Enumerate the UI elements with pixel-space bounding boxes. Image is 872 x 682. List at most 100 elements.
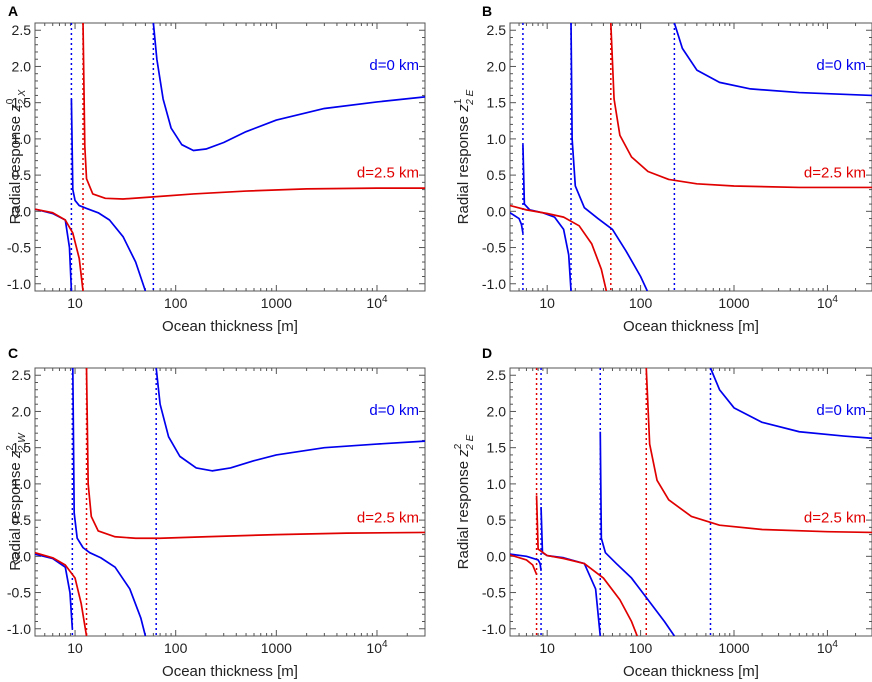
panel-label: B (482, 3, 492, 19)
x-tick-label: 104 (366, 639, 388, 656)
x-tick-label-base: 10 (67, 640, 83, 656)
x-tick-label-base: 10 (539, 640, 555, 656)
x-tick-label: 100 (164, 640, 188, 656)
y-tick-label: 0.5 (12, 167, 32, 183)
y-axis-title: Radial response z22 W (5, 432, 28, 571)
x-tick-label: 1000 (261, 295, 292, 311)
y-tick-label: -1.0 (482, 276, 506, 292)
y-axis-title-sup: 2 (453, 443, 464, 449)
series-line (70, 99, 147, 291)
y-axis-title-sup: 0 (5, 98, 16, 104)
y-axis-title-sub: 2 E (465, 89, 476, 105)
x-tick-label-base: 10 (539, 295, 555, 311)
panel-d: D10 100 1000 104-1.0-0.50.00.51.01.52.02.5O… (453, 345, 872, 680)
series-line (35, 553, 74, 629)
plot-area (35, 368, 425, 636)
x-tick-label-base: 10 (366, 640, 382, 656)
x-tick-label-base: 100 (629, 640, 653, 656)
x-tick-label: 100 (629, 295, 653, 311)
x-axis-title: Ocean thickness [m] (162, 318, 298, 335)
y-tick-label: 0.5 (487, 167, 507, 183)
series-label: d=0 km (816, 57, 866, 74)
panel-label: A (8, 3, 18, 19)
series-line (522, 144, 572, 291)
series-line (510, 553, 542, 571)
plot-frame (34, 22, 426, 292)
y-axis-title-sup: 1 (453, 98, 464, 104)
x-axis-title: Ocean thickness [m] (623, 318, 759, 335)
y-tick-label: -0.5 (482, 240, 506, 256)
y-tick-label: -1.0 (7, 276, 31, 292)
x-tick-label: 100 (164, 295, 188, 311)
series-line (71, 368, 147, 636)
panel-c: C10 100 1000 104-1.0-0.50.00.51.01.52.02.5O… (5, 345, 426, 680)
x-tick-label-base: 10 (817, 640, 833, 656)
series-label: d=2.5 km (804, 509, 866, 526)
x-tick-label-base: 1000 (261, 640, 292, 656)
panel-label: D (482, 345, 492, 361)
y-axis-title: Radial response z12 E (453, 89, 476, 224)
series-line (82, 23, 425, 200)
x-tick-label: 1000 (718, 640, 749, 656)
x-tick-label: 10 (539, 295, 555, 311)
x-tick-label: 10 (539, 640, 555, 656)
series-line (709, 368, 872, 440)
series-label: d=2.5 km (357, 509, 419, 526)
y-axis-title-sub: 2 X (17, 89, 28, 105)
y-tick-label: 0.5 (12, 512, 32, 528)
y-tick-label: 1.5 (487, 440, 507, 456)
x-tick-label: 1000 (718, 295, 749, 311)
y-tick-label: -1.0 (482, 621, 506, 637)
y-tick-label: 1.5 (12, 440, 32, 456)
y-tick-label: 2.5 (12, 367, 32, 383)
series-label: d=2.5 km (804, 164, 866, 181)
x-tick-label-sup: 4 (832, 639, 838, 650)
y-tick-label: 0.0 (12, 203, 32, 219)
y-axis-title-text: Radial response (455, 457, 472, 570)
panel-a: A10 100 1000 104-1.0-0.50.00.51.01.52.02.5O… (5, 3, 426, 335)
y-axis-title-sub: 2 E (465, 434, 476, 450)
y-tick-label: 2.5 (487, 367, 507, 383)
x-tick-label-base: 1000 (718, 295, 749, 311)
y-axis-title: Radial response z22 E (453, 434, 476, 569)
series-label: d=0 km (369, 402, 419, 419)
x-tick-label: 10 (67, 640, 83, 656)
series-line (152, 23, 425, 152)
series-line (35, 208, 84, 291)
plot-area (35, 23, 425, 291)
series-line (570, 23, 649, 291)
y-tick-label: -0.5 (7, 240, 31, 256)
y-tick-label: 2.0 (12, 58, 32, 74)
y-tick-label: 0.0 (487, 548, 507, 564)
y-tick-label: -1.0 (7, 621, 31, 637)
y-tick-label: 1.0 (12, 131, 32, 147)
plot-area (510, 368, 872, 636)
y-axis-title-symbol: z (455, 449, 472, 458)
y-tick-label: 1.0 (487, 476, 507, 492)
y-axis-title-text: Radial response (7, 458, 24, 571)
y-tick-label: 2.5 (12, 22, 32, 38)
y-tick-label: 0.5 (487, 512, 507, 528)
y-axis-title-sub: 2 W (17, 432, 28, 452)
x-tick-label-base: 10 (366, 295, 382, 311)
x-tick-label: 104 (817, 294, 839, 311)
plot-frame (34, 367, 426, 637)
y-tick-label: 0.0 (12, 548, 32, 564)
x-tick-label-sup: 4 (382, 294, 388, 305)
x-tick-label: 104 (366, 294, 388, 311)
series-line (540, 507, 602, 636)
y-tick-label: 2.5 (487, 22, 507, 38)
x-tick-label: 10 (67, 295, 83, 311)
y-axis-title-symbol: z (455, 104, 472, 113)
y-tick-label: 1.0 (12, 476, 32, 492)
series-line (85, 368, 425, 540)
series-line (510, 204, 608, 291)
y-tick-label: 2.0 (487, 58, 507, 74)
y-tick-label: 1.5 (487, 95, 507, 111)
x-tick-label-base: 1000 (261, 295, 292, 311)
x-tick-label-base: 100 (164, 640, 188, 656)
series-line (535, 495, 639, 636)
y-tick-label: -0.5 (7, 585, 31, 601)
x-tick-label: 1000 (261, 640, 292, 656)
